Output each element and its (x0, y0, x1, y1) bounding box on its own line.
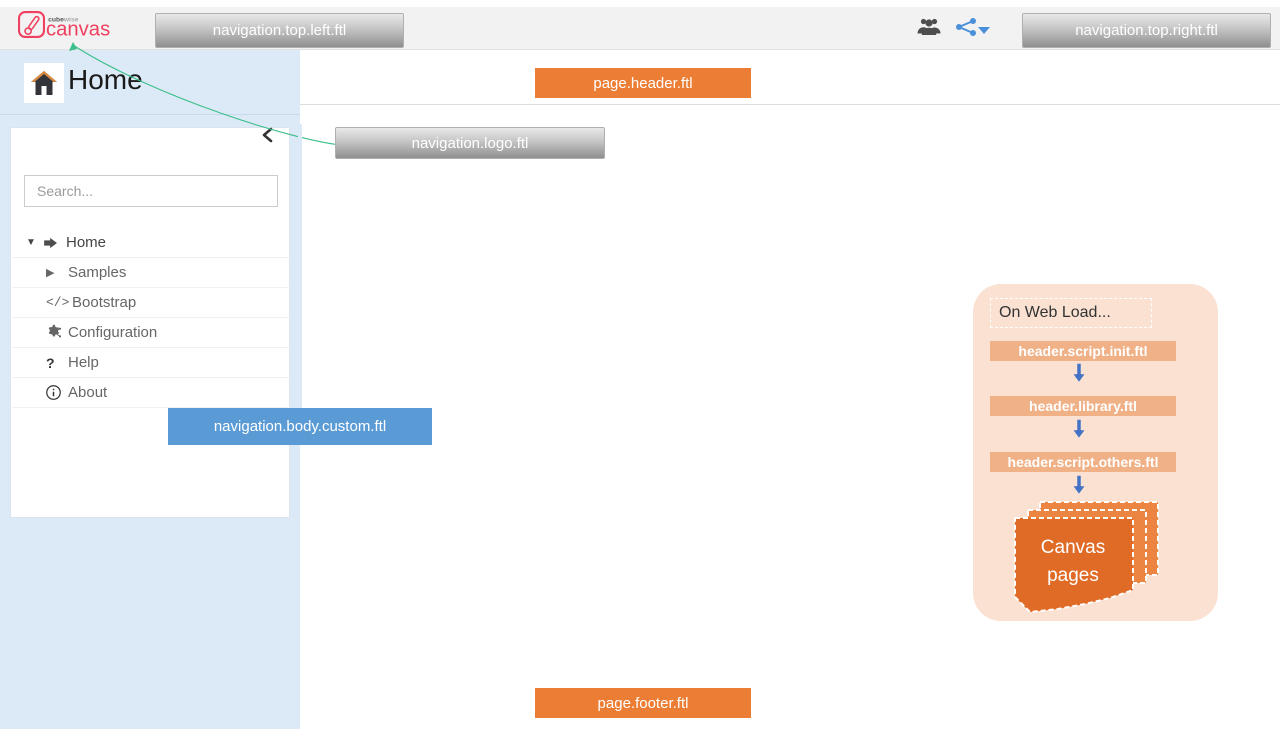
svg-text:Canvas: Canvas (1041, 537, 1105, 558)
svg-text:pages: pages (1047, 565, 1099, 586)
